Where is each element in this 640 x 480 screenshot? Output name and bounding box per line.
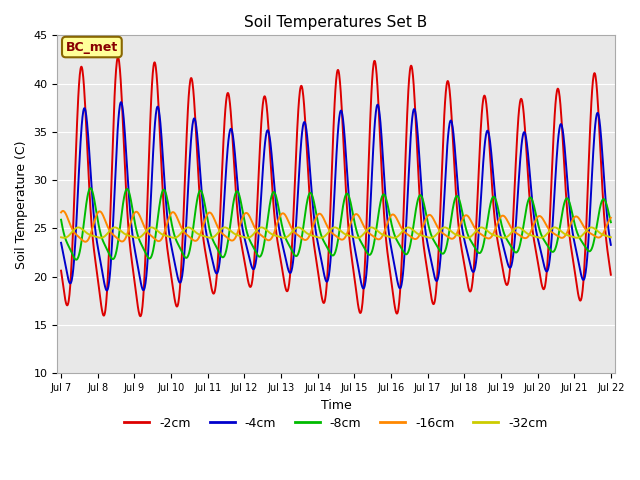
X-axis label: Time: Time bbox=[321, 398, 351, 412]
Title: Soil Temperatures Set B: Soil Temperatures Set B bbox=[244, 15, 428, 30]
Legend: -2cm, -4cm, -8cm, -16cm, -32cm: -2cm, -4cm, -8cm, -16cm, -32cm bbox=[119, 412, 553, 435]
Text: BC_met: BC_met bbox=[66, 40, 118, 54]
Y-axis label: Soil Temperature (C): Soil Temperature (C) bbox=[15, 140, 28, 269]
